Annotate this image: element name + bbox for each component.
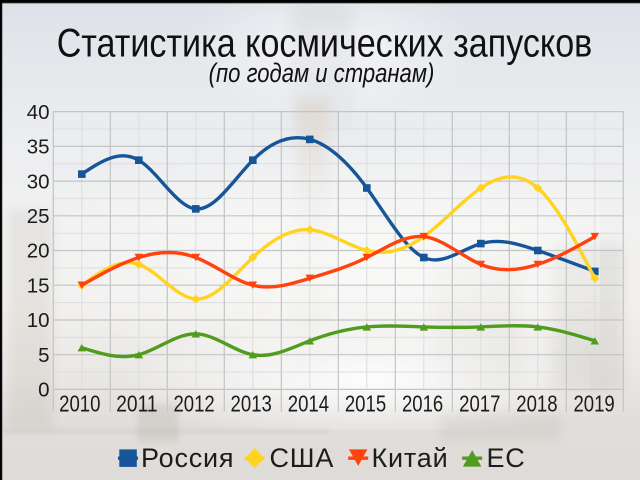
svg-text:(по годам и странам): (по годам и странам): [209, 58, 435, 88]
svg-text:2018: 2018: [516, 391, 557, 417]
svg-text:2013: 2013: [231, 391, 272, 417]
svg-text:5: 5: [38, 344, 49, 367]
svg-text:США: США: [270, 443, 335, 473]
svg-text:ЕС: ЕС: [487, 443, 526, 473]
svg-text:2016: 2016: [402, 391, 443, 417]
svg-text:2012: 2012: [173, 391, 214, 417]
svg-text:Россия: Россия: [141, 443, 234, 473]
svg-text:20: 20: [27, 240, 50, 263]
svg-text:2014: 2014: [288, 391, 329, 417]
svg-text:35: 35: [27, 136, 50, 159]
svg-text:2010: 2010: [59, 391, 100, 417]
svg-text:15: 15: [27, 274, 50, 297]
svg-text:10: 10: [27, 309, 50, 332]
svg-text:Статистика космических запуско: Статистика космических запусков: [57, 21, 593, 65]
svg-text:Китай: Китай: [372, 443, 449, 473]
svg-text:25: 25: [27, 205, 50, 228]
svg-text:30: 30: [27, 170, 50, 193]
svg-text:40: 40: [27, 101, 50, 124]
svg-text:2011: 2011: [116, 391, 157, 417]
svg-text:2015: 2015: [345, 391, 386, 417]
svg-text:0: 0: [38, 379, 49, 402]
svg-text:2017: 2017: [459, 391, 500, 417]
svg-text:2019: 2019: [573, 391, 614, 417]
